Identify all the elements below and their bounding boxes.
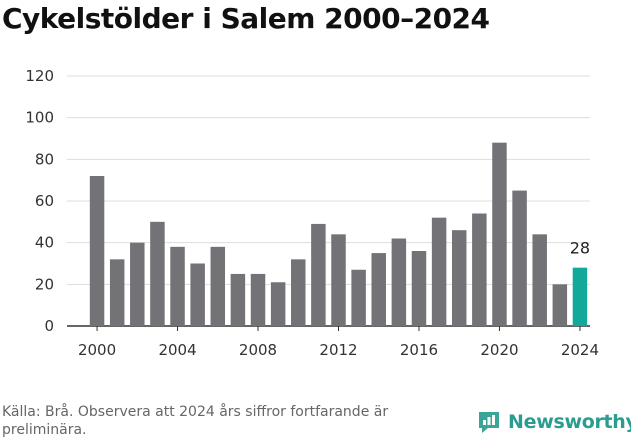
x-tick-label: 2016	[400, 341, 438, 359]
bar	[371, 253, 386, 326]
brand-name: Newsworthy	[508, 411, 631, 433]
bar	[512, 190, 527, 326]
bar	[170, 246, 185, 326]
bar	[230, 273, 246, 326]
bar	[190, 263, 205, 326]
x-tick-label: 2000	[78, 341, 116, 359]
x-tick-label: 2012	[319, 341, 357, 359]
bar	[331, 234, 346, 326]
bar	[150, 221, 165, 326]
y-tick-label: 0	[44, 317, 54, 335]
brand-logo: Newsworthy	[476, 408, 631, 436]
bar	[351, 269, 366, 326]
y-tick-label: 60	[35, 192, 54, 210]
gridlines	[67, 75, 590, 327]
bar-chart: 0 20 40 60 80 100 120 2000 2004 2008 2012 2016 2020…	[25, 67, 599, 359]
x-tick-label: 2020	[480, 341, 518, 359]
y-tick-label: 120	[25, 67, 54, 85]
y-tick-label: 40	[35, 234, 54, 252]
bars	[89, 142, 588, 326]
data-labels: 28	[570, 239, 590, 258]
chart-title: Cykelstölder i Salem 2000–2024	[2, 2, 490, 35]
x-tick-label: 2008	[239, 341, 277, 359]
source-note: Källa: Brå. Observera att 2024 års siffr…	[2, 404, 389, 438]
x-tick-label: 2004	[158, 341, 196, 359]
y-tick-label: 80	[35, 150, 54, 168]
bar	[109, 259, 125, 326]
bar	[250, 273, 266, 326]
newsworthy-logo-icon	[479, 412, 499, 433]
bar	[552, 284, 568, 326]
y-tick-label: 20	[35, 275, 54, 293]
bar	[411, 251, 427, 326]
bar	[572, 267, 588, 326]
bar	[431, 217, 447, 326]
x-tick-label: 2024	[561, 341, 599, 359]
bar	[532, 234, 547, 326]
y-axis-ticks: 0 20 40 60 80 100 120	[25, 67, 54, 335]
bar	[291, 259, 306, 326]
bar	[492, 142, 507, 326]
bar	[472, 213, 487, 326]
data-label-highlight: 28	[570, 239, 590, 258]
bar	[210, 246, 226, 326]
bar	[311, 223, 326, 326]
bar	[270, 282, 286, 326]
bar	[130, 242, 145, 326]
x-axis-ticks: 2000 2004 2008 2012 2016 2020 2024	[78, 326, 599, 359]
bar	[391, 238, 407, 326]
bar	[89, 176, 105, 326]
bar	[451, 230, 467, 326]
y-tick-label: 100	[25, 109, 54, 127]
